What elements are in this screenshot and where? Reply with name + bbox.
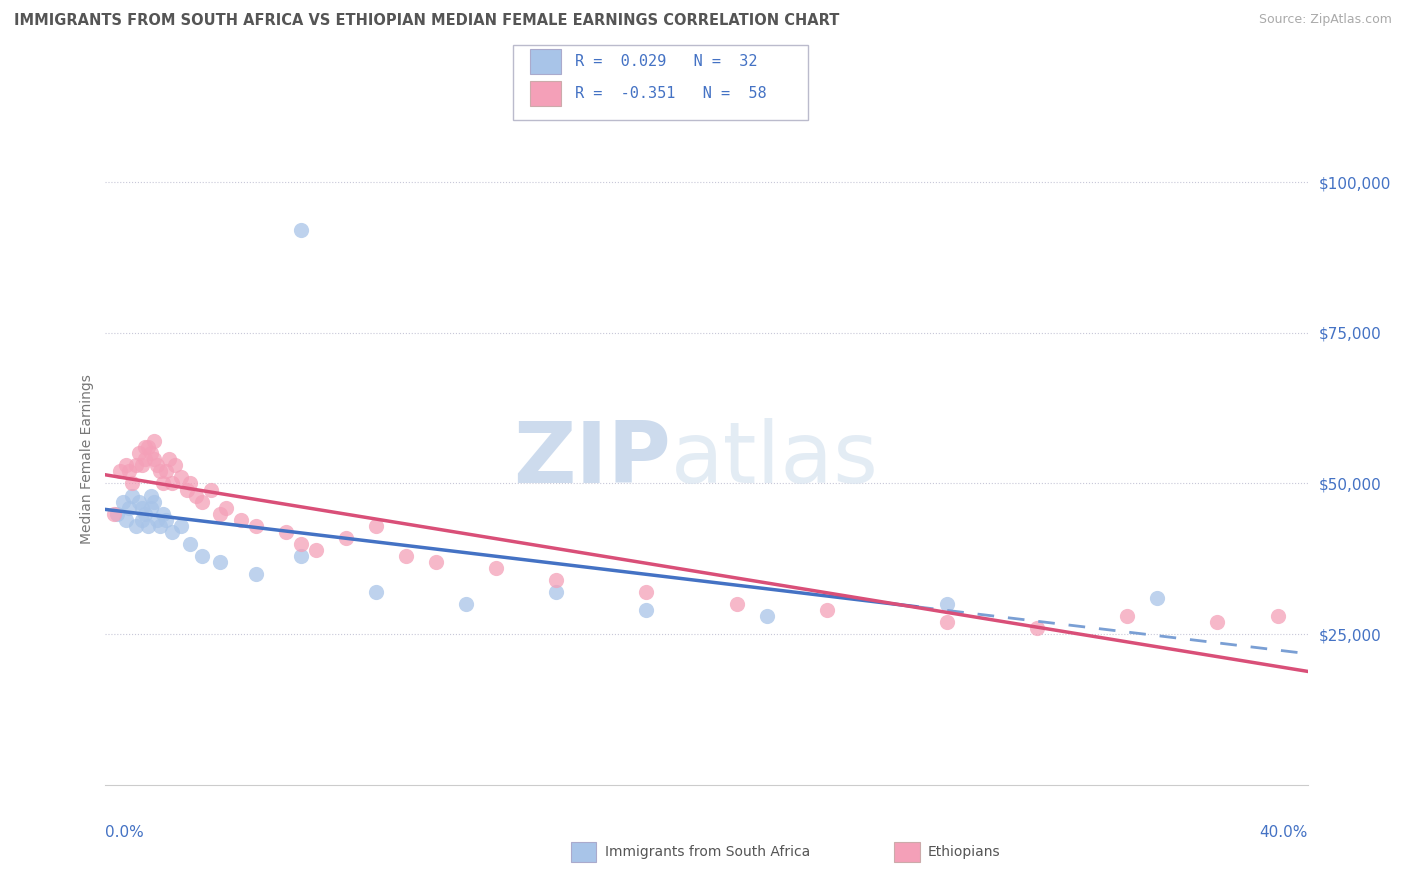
Point <box>395 549 418 563</box>
Point <box>200 483 222 497</box>
Point <box>131 500 153 515</box>
Point <box>815 603 838 617</box>
Point <box>176 483 198 497</box>
Text: atlas: atlas <box>671 417 879 501</box>
Point <box>131 458 153 473</box>
Point <box>134 507 156 521</box>
Point <box>107 507 129 521</box>
Text: Immigrants from South Africa: Immigrants from South Africa <box>605 845 810 859</box>
Point <box>179 476 201 491</box>
Point <box>169 518 191 533</box>
Point <box>229 513 252 527</box>
Point <box>425 555 447 569</box>
Point <box>1116 609 1139 624</box>
Point <box>335 531 357 545</box>
Point <box>121 489 143 503</box>
Point <box>179 537 201 551</box>
Point <box>546 573 568 587</box>
Point <box>115 458 138 473</box>
Point <box>142 434 165 449</box>
Point <box>364 518 387 533</box>
Point <box>110 465 132 479</box>
Point <box>214 500 236 515</box>
Point <box>131 513 153 527</box>
Point <box>134 440 156 454</box>
Point <box>112 494 135 508</box>
Point <box>124 458 146 473</box>
Point <box>364 585 387 599</box>
Point <box>546 585 568 599</box>
Point <box>157 452 180 467</box>
Point <box>290 549 312 563</box>
Point <box>290 537 312 551</box>
Point <box>936 597 959 611</box>
Point <box>142 494 165 508</box>
Point <box>160 476 183 491</box>
Text: Ethiopians: Ethiopians <box>928 845 1001 859</box>
Text: ZIP: ZIP <box>513 417 671 501</box>
Point <box>755 609 778 624</box>
Text: Source: ZipAtlas.com: Source: ZipAtlas.com <box>1258 13 1392 27</box>
Point <box>190 494 212 508</box>
Point <box>1267 609 1289 624</box>
Point <box>636 603 658 617</box>
Point <box>160 524 183 539</box>
Point <box>139 489 162 503</box>
Point <box>103 507 125 521</box>
Point <box>142 452 165 467</box>
Point <box>163 458 186 473</box>
Point <box>148 465 170 479</box>
Point <box>152 507 174 521</box>
Point <box>118 465 141 479</box>
Point <box>1206 615 1229 630</box>
Point <box>115 513 138 527</box>
Point <box>190 549 212 563</box>
Point <box>121 476 143 491</box>
Point <box>1146 591 1168 605</box>
Point <box>128 446 150 460</box>
Point <box>145 458 167 473</box>
Point <box>936 615 959 630</box>
Point <box>208 555 231 569</box>
Point <box>155 513 177 527</box>
Point <box>128 494 150 508</box>
Point <box>454 597 477 611</box>
Point <box>152 476 174 491</box>
Point <box>245 518 267 533</box>
Text: IMMIGRANTS FROM SOUTH AFRICA VS ETHIOPIAN MEDIAN FEMALE EARNINGS CORRELATION CHA: IMMIGRANTS FROM SOUTH AFRICA VS ETHIOPIA… <box>14 13 839 29</box>
Text: R =  -0.351   N =  58: R = -0.351 N = 58 <box>575 87 766 101</box>
Y-axis label: Median Female Earnings: Median Female Earnings <box>80 375 94 544</box>
Point <box>169 470 191 484</box>
Point <box>184 489 207 503</box>
Point <box>485 561 508 575</box>
Point <box>290 223 312 237</box>
Text: R =  0.029   N =  32: R = 0.029 N = 32 <box>575 54 758 69</box>
Point <box>136 518 159 533</box>
Point <box>725 597 748 611</box>
Point <box>1026 621 1049 635</box>
Point <box>124 518 146 533</box>
Point <box>636 585 658 599</box>
Point <box>274 524 297 539</box>
Point <box>118 500 141 515</box>
Text: 40.0%: 40.0% <box>1260 825 1308 840</box>
Point <box>305 542 328 557</box>
Point <box>136 440 159 454</box>
Point <box>134 452 156 467</box>
Point <box>245 566 267 581</box>
Point <box>208 507 231 521</box>
Point <box>139 500 162 515</box>
Point <box>155 465 177 479</box>
Point <box>148 518 170 533</box>
Point <box>139 446 162 460</box>
Text: 0.0%: 0.0% <box>105 825 145 840</box>
Point <box>145 513 167 527</box>
